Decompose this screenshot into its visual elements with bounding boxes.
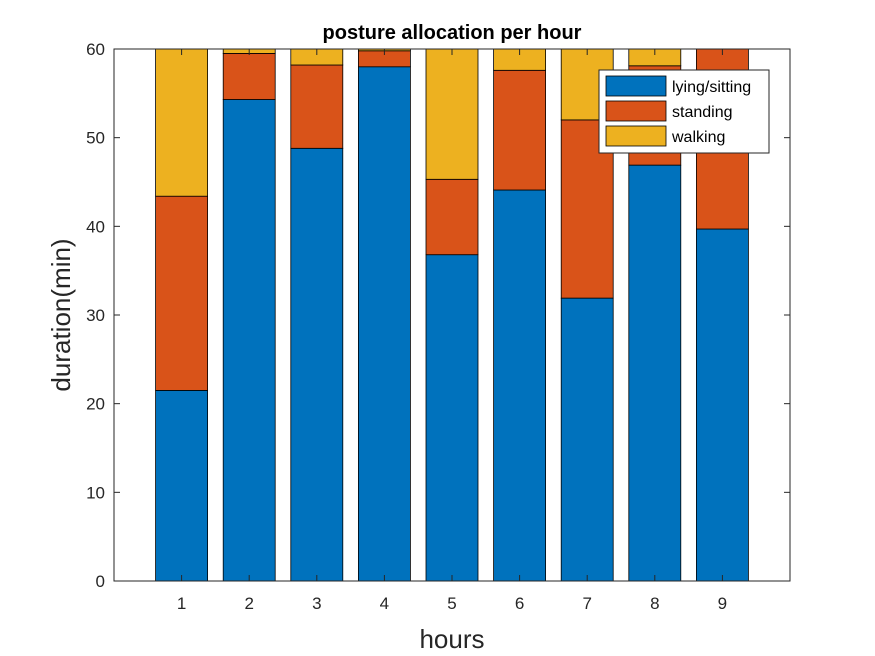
legend-swatch <box>605 100 667 122</box>
x-axis-ticks: 1 2 3 4 5 6 7 8 9 <box>177 49 727 613</box>
bar-lying-sitting-hour-9 <box>696 228 749 582</box>
x-tick-label: 6 <box>515 594 524 613</box>
y-axis-ticks: 0 10 20 30 40 50 60 <box>86 40 790 591</box>
y-axis-label: duration(min) <box>46 238 76 391</box>
bar-standing-hour-5 <box>425 178 479 256</box>
x-tick-label: 3 <box>312 594 321 613</box>
legend-swatch <box>605 125 667 147</box>
y-tick-label: 40 <box>86 217 105 236</box>
legend-swatch <box>605 75 667 97</box>
bar-lying-sitting-hour-7 <box>560 297 614 582</box>
bar-lying-sitting-hour-2 <box>222 99 276 582</box>
y-tick-label: 30 <box>86 306 105 325</box>
y-tick-label: 20 <box>86 395 105 414</box>
y-tick-label: 0 <box>96 572 105 591</box>
bar-lying-sitting-hour-3 <box>290 147 344 582</box>
y-tick-label: 10 <box>86 483 105 502</box>
y-tick-label: 60 <box>86 40 105 59</box>
bar-standing-hour-3 <box>290 64 344 149</box>
bar-lying-sitting-hour-6 <box>493 189 547 582</box>
x-tick-label: 9 <box>718 594 727 613</box>
legend: lying/sitting standing walking <box>598 69 770 154</box>
x-tick-label: 2 <box>244 594 253 613</box>
bar-lying-sitting-hour-8 <box>628 164 682 582</box>
x-axis-label: hours <box>419 624 484 654</box>
bar-standing-hour-6 <box>493 69 547 191</box>
bar-standing-hour-2 <box>222 53 276 100</box>
bar-lying-sitting-hour-5 <box>425 254 479 582</box>
bar-walking-hour-5 <box>425 48 479 180</box>
bar-standing-hour-1 <box>155 195 209 391</box>
x-tick-label: 4 <box>380 594 389 613</box>
x-tick-label: 8 <box>650 594 659 613</box>
x-tick-label: 1 <box>177 594 186 613</box>
legend-label: standing <box>672 104 733 121</box>
bar-lying-sitting-hour-1 <box>155 389 209 582</box>
chart-title: posture allocation per hour <box>323 22 582 44</box>
x-tick-label: 5 <box>447 594 456 613</box>
legend-label: walking <box>671 129 725 146</box>
bar-walking-hour-1 <box>155 48 209 197</box>
bar-lying-sitting-hour-4 <box>357 66 411 582</box>
legend-label: lying/sitting <box>672 79 751 96</box>
y-tick-label: 50 <box>86 129 105 148</box>
x-tick-label: 7 <box>582 594 591 613</box>
